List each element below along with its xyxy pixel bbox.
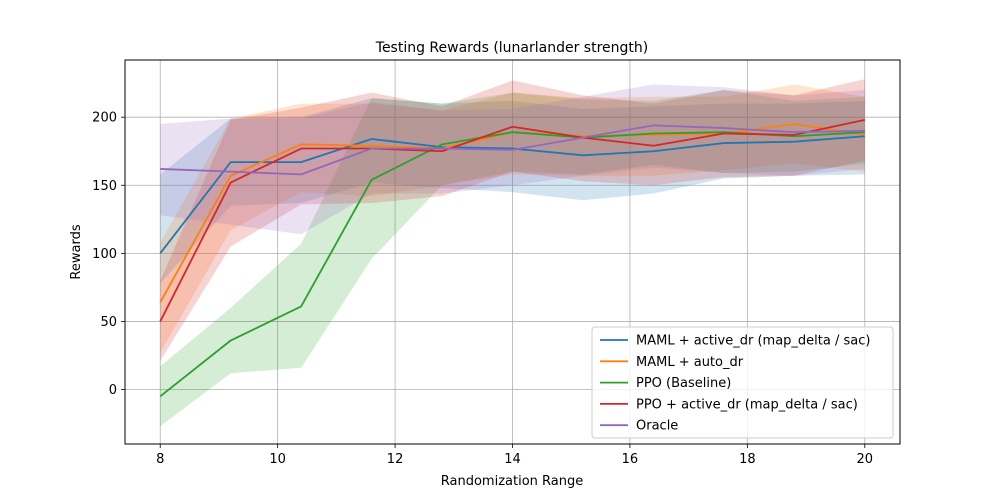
y-tick-label: 50 <box>100 315 117 330</box>
legend-label: Oracle <box>636 419 678 434</box>
confidence-band-2 <box>160 89 865 427</box>
x-tick-label: 8 <box>156 452 164 467</box>
x-tick-label: 10 <box>269 452 286 467</box>
y-axis-ticks: 0 50 100 150 200 <box>92 111 125 398</box>
legend-label: PPO (Baseline) <box>636 376 731 391</box>
legend: MAML + active_dr (map_delta / sac) MAML +… <box>591 326 894 439</box>
x-tick-label: 16 <box>622 452 639 467</box>
legend-label: PPO + active_dr (map_delta / sac) <box>636 397 858 412</box>
y-tick-label: 100 <box>92 247 117 262</box>
y-tick-label: 150 <box>92 179 117 194</box>
grid-lines <box>125 60 900 444</box>
legend-box <box>591 326 894 439</box>
confidence-band-1 <box>160 84 865 353</box>
x-axis-label: Randomization Range <box>441 474 583 489</box>
series-lines <box>159 119 865 398</box>
x-tick-label: 12 <box>387 452 404 467</box>
confidence-band-3 <box>160 79 865 361</box>
x-axis-ticks: 8 10 12 14 16 18 20 <box>156 444 873 467</box>
series-line-3 <box>159 119 865 322</box>
series-line-0 <box>159 135 865 254</box>
y-tick-label: 0 <box>109 383 117 398</box>
legend-label: MAML + active_dr (map_delta / sac) <box>636 334 870 349</box>
y-tick-label: 200 <box>92 111 117 126</box>
x-tick-label: 20 <box>856 452 873 467</box>
y-axis-label: Rewards <box>69 224 84 279</box>
x-tick-label: 18 <box>739 452 756 467</box>
chart-title: Testing Rewards (lunarlander strength) <box>375 40 648 56</box>
series-line-4 <box>160 124 865 176</box>
x-tick-label: 14 <box>504 452 521 467</box>
confidence-band-4 <box>160 84 865 235</box>
legend-label: MAML + auto_dr <box>636 355 744 370</box>
